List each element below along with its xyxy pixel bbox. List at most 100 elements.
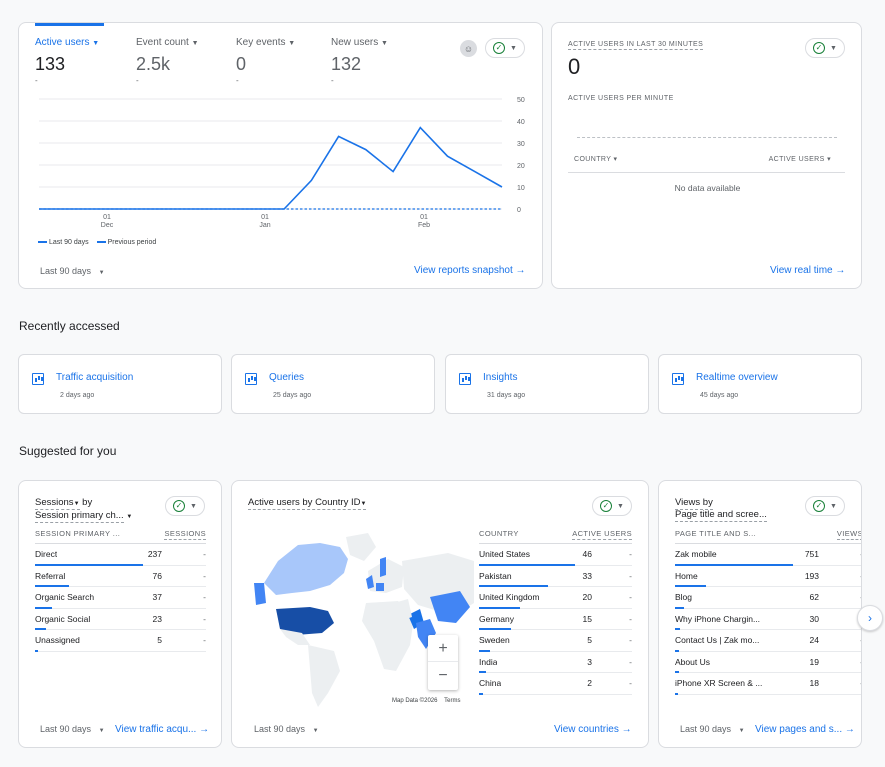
table-row[interactable]: Referral 76 - (35, 566, 206, 587)
row-label: Organic Social (35, 613, 91, 624)
row-value: 20 (582, 592, 592, 602)
row-delta: - (860, 592, 861, 602)
data-quality-button[interactable]: ✓ ▼ (805, 496, 845, 516)
table-row[interactable]: Contact Us | Zak mo... 24 - (675, 630, 861, 652)
metric-active-users[interactable]: Active users ▼ 133 - (35, 23, 105, 85)
table-row[interactable]: Sweden 5 - (479, 630, 632, 652)
row-delta: - (629, 549, 632, 559)
date-range-dropdown[interactable]: Last 90 days ▼ (680, 724, 745, 734)
table-row[interactable]: Home 193 - (675, 566, 861, 587)
row-value: 33 (582, 570, 592, 581)
data-quality-button[interactable]: ✓ ▼ (592, 496, 632, 516)
row-label: India (479, 656, 498, 667)
metric-value: 133 (35, 54, 66, 74)
realtime-title[interactable]: ACTIVE USERS IN LAST 30 MINUTES (568, 41, 704, 50)
table-row[interactable]: iPhone XR Screen & ... 18 - (675, 673, 861, 695)
table-row[interactable]: Organic Search 37 - (35, 587, 206, 609)
row-value: 24 (809, 635, 819, 645)
data-quality-button[interactable]: ✓ ▼ (165, 496, 205, 516)
metric-value: 0 (236, 54, 247, 74)
row-label: Home (675, 570, 698, 581)
table-row[interactable]: Organic Social 23 - (35, 609, 206, 630)
dimension-selector[interactable]: Session primary ch... (35, 510, 124, 523)
realtime-table-header: COUNTRY ▾ ACTIVE USERS ▾ (568, 147, 845, 173)
arrow-right-icon: → (515, 265, 526, 276)
view-traffic-acquisition-link[interactable]: View traffic acqu... → (115, 724, 209, 735)
map-mexico (280, 629, 310, 645)
metric-selector[interactable]: Active users (248, 497, 300, 510)
row-share-bar (479, 692, 483, 695)
data-quality-button[interactable]: ✓ ▼ (485, 38, 525, 58)
metric-key-events[interactable]: Key events ▼ 0 - (236, 37, 295, 85)
zoom-out-button[interactable]: − (438, 667, 448, 684)
row-label: Unassigned (35, 635, 80, 645)
col-views[interactable]: VIEWS (836, 529, 862, 540)
realtime-card: ACTIVE USERS IN LAST 30 MINUTES 0 ✓ ▼ ACT… (551, 22, 862, 289)
col-active-users[interactable]: ACTIVE USERS (572, 529, 632, 540)
col-country[interactable]: COUNTRY ▾ (574, 155, 617, 163)
map-greenland (346, 533, 376, 561)
dropdown-arrow-icon: ▼ (738, 728, 745, 734)
row-label: Direct (35, 549, 58, 559)
view-reports-snapshot-link[interactable]: View reports snapshot → (414, 265, 526, 276)
chart-grid (39, 98, 502, 210)
view-real-time-link[interactable]: View real time → (770, 265, 845, 276)
table-row[interactable]: China 2 - (479, 673, 632, 695)
date-range-dropdown[interactable]: Last 90 days ▼ (40, 266, 105, 276)
metric-event-count[interactable]: Event count ▼ 2.5k - (136, 37, 199, 85)
insights-icon[interactable]: ☺ (460, 40, 477, 57)
table-row[interactable]: Unassigned 5 - (35, 630, 206, 652)
recent-label: Insights (483, 372, 518, 383)
table-row[interactable]: Pakistan 33 - (479, 566, 632, 587)
recent-label: Traffic acquisition (56, 372, 134, 383)
report-icon (32, 373, 44, 385)
legend-previous-label: Previous period (107, 239, 157, 246)
view-pages-link[interactable]: View pages and s... → (755, 724, 855, 735)
dimension-selector[interactable]: Page title and scree... (675, 509, 767, 522)
dimension-selector[interactable]: by Country ID▼ (302, 497, 367, 510)
metric-selector[interactable]: Sessions▼ (35, 497, 80, 510)
map-uk (366, 575, 374, 589)
terms-link[interactable]: Terms (444, 698, 461, 704)
chevron-right-icon: › (868, 611, 872, 625)
table-row[interactable]: Direct 237 - (35, 544, 206, 566)
col-active-users[interactable]: ACTIVE USERS ▾ (769, 155, 831, 163)
date-range-dropdown[interactable]: Last 90 days ▼ (40, 724, 105, 734)
recent-realtime-overview[interactable]: Realtime overview 45 days ago (658, 354, 862, 414)
table-row[interactable]: United States 46 - (479, 544, 632, 566)
table-row[interactable]: Blog 62 - (675, 587, 861, 609)
metric-delta: - (236, 76, 239, 85)
recent-traffic-acquisition[interactable]: Traffic acquisition 2 days ago (18, 354, 222, 414)
carousel-next-button[interactable]: › (857, 605, 883, 631)
table-row[interactable]: India 3 - (479, 652, 632, 673)
world-map[interactable]: + − (248, 533, 474, 708)
date-range-dropdown[interactable]: Last 90 days ▼ (254, 724, 319, 734)
recent-insights[interactable]: Insights 31 days ago (445, 354, 649, 414)
zoom-in-button[interactable]: + (428, 635, 458, 662)
chart-legend: Last 90 days Previous period (38, 239, 156, 246)
table-row[interactable]: Why iPhone Chargin...30- (675, 609, 861, 630)
metric-value: 2.5k (136, 54, 171, 74)
row-delta: - (203, 635, 206, 645)
recent-queries[interactable]: Queries 25 days ago (231, 354, 435, 414)
table-row[interactable]: About Us 19 - (675, 652, 861, 673)
col-sessions[interactable]: SESSIONS (164, 529, 206, 540)
by-label: by (82, 497, 93, 508)
view-countries-link[interactable]: View countries → (554, 724, 632, 735)
metric-selector[interactable]: Views by (675, 497, 713, 510)
metric-new-users[interactable]: New users ▼ 132 - (331, 37, 388, 85)
row-share-bar (675, 649, 679, 652)
table-row[interactable]: Germany 15 - (479, 609, 632, 630)
row-share-bar (675, 692, 678, 695)
data-quality-button[interactable]: ✓ ▼ (805, 38, 845, 58)
row-value: 37 (152, 592, 162, 602)
world-map-svg (254, 533, 474, 707)
row-label: Why iPhone Chargin... (675, 613, 761, 624)
table-row[interactable]: United Kingdom 20 - (479, 587, 632, 609)
col-page-title: PAGE TITLE AND S... (675, 529, 757, 538)
table-row[interactable]: Zak mobile 751 - (675, 544, 861, 566)
dimension-name: Session primary ch... (35, 510, 124, 521)
row-label: United States (479, 549, 531, 559)
row-label: Organic Search (35, 592, 95, 602)
